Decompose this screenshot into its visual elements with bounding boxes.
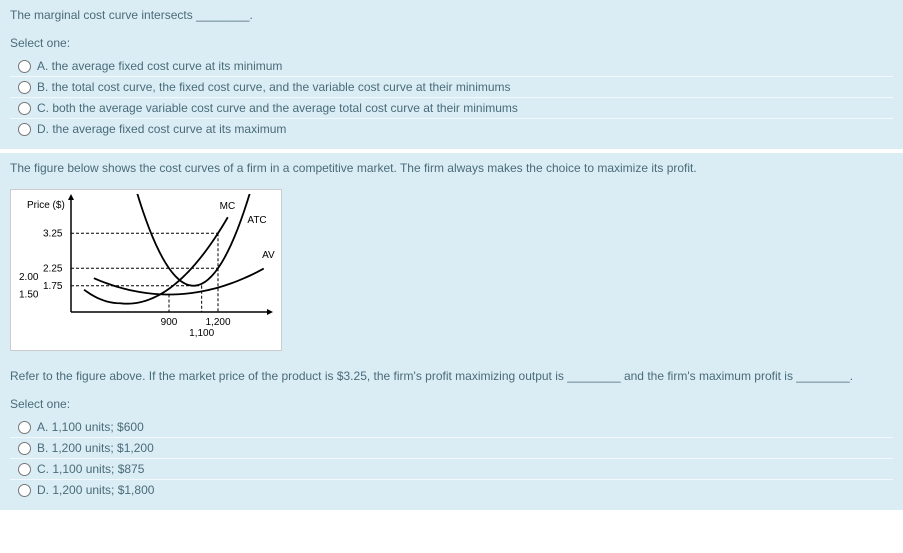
question-2: The figure below shows the cost curves o… [0,153,903,510]
q2-stem-c: . [850,369,853,383]
q1-option-d[interactable]: D. the average fixed cost curve at its m… [37,122,286,136]
svg-text:AVC: AVC [262,250,275,261]
q2-option-c[interactable]: C. 1,100 units; $875 [37,462,144,476]
svg-text:ATC: ATC [247,215,266,226]
q2-radio-c[interactable] [18,463,31,476]
svg-text:MC: MC [220,201,236,212]
q1-option-c[interactable]: C. both the average variable cost curve … [37,101,518,115]
q1-option-a[interactable]: A. the average fixed cost curve at its m… [37,59,282,73]
cost-curves-figure: Price ($) 3.25 2.25 2.00 1.75 1.50 900 1,1001,2… [10,189,282,351]
cost-curves-svg: Price ($) 3.25 2.25 2.00 1.75 1.50 900 1,1001,2… [17,194,275,344]
svg-text:1,200: 1,200 [205,317,230,328]
q2-prompt: Select one: [10,397,893,411]
q2-stem-b: and the firm's maximum profit is [621,369,797,383]
q2-option-d[interactable]: D. 1,200 units; $1,800 [37,483,154,497]
q1-option-c-row: C. both the average variable cost curve … [10,97,893,118]
q2-blank-2: ________ [796,369,849,383]
q1-option-b-row: B. the total cost curve, the fixed cost … [10,76,893,97]
q2-radio-b[interactable] [18,442,31,455]
q1-stem: The marginal cost curve intersects _____… [10,8,893,22]
question-1: The marginal cost curve intersects _____… [0,0,903,149]
q2-stem: Refer to the figure above. If the market… [10,369,893,383]
q1-radio-c[interactable] [18,102,31,115]
q2-radio-a[interactable] [18,421,31,434]
svg-text:2.25: 2.25 [43,263,63,274]
q2-option-a-row: A. 1,100 units; $600 [10,417,893,437]
q1-radio-a[interactable] [18,60,31,73]
svg-text:1.75: 1.75 [43,281,63,292]
svg-text:3.25: 3.25 [43,228,63,239]
q2-option-b-row: B. 1,200 units; $1,200 [10,437,893,458]
svg-text:1,100: 1,100 [189,328,214,339]
q1-prompt: Select one: [10,36,893,50]
q2-stem-a: Refer to the figure above. If the market… [10,369,567,383]
svg-text:900: 900 [161,317,178,328]
q2-blank-1: ________ [567,369,620,383]
q1-option-d-row: D. the average fixed cost curve at its m… [10,118,893,139]
q2-radio-d[interactable] [18,484,31,497]
q2-intro: The figure below shows the cost curves o… [10,161,893,175]
svg-text:Price ($): Price ($) [27,200,65,211]
q2-option-a[interactable]: A. 1,100 units; $600 [37,420,144,434]
q1-radio-b[interactable] [18,81,31,94]
q2-option-b[interactable]: B. 1,200 units; $1,200 [37,441,154,455]
q2-option-d-row: D. 1,200 units; $1,800 [10,479,893,500]
q1-option-b[interactable]: B. the total cost curve, the fixed cost … [37,80,511,94]
q1-option-a-row: A. the average fixed cost curve at its m… [10,56,893,76]
q2-option-c-row: C. 1,100 units; $875 [10,458,893,479]
q1-radio-d[interactable] [18,123,31,136]
svg-text:1.50: 1.50 [19,290,39,301]
svg-text:2.00: 2.00 [19,272,39,283]
